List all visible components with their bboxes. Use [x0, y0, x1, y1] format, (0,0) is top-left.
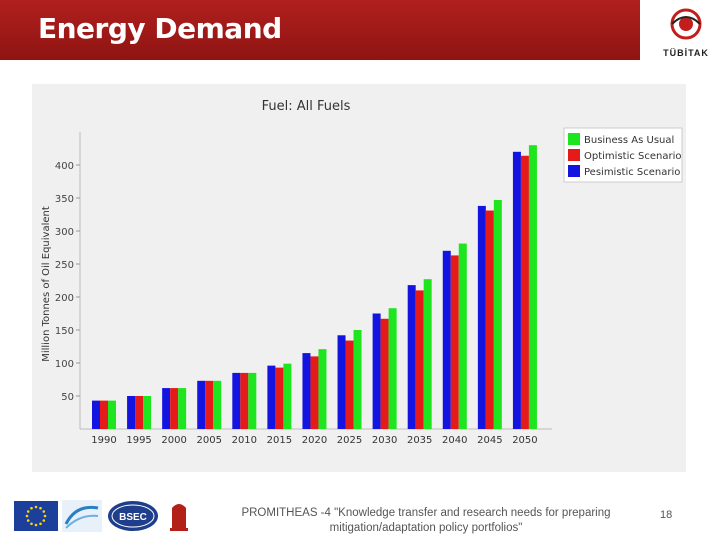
bar [407, 285, 416, 429]
eu-star-icon [30, 522, 33, 526]
eu-star-icon [34, 505, 38, 509]
bar [415, 290, 424, 429]
bar [127, 396, 136, 429]
bar [162, 388, 171, 429]
eu-star-icon [43, 514, 47, 518]
tubitak-logo-icon [670, 8, 702, 40]
y-tick-label: 200 [55, 293, 74, 304]
eu-star-icon [34, 523, 38, 527]
bar [135, 396, 144, 429]
footer-text: PROMITHEAS -4 "Knowledge transfer and re… [241, 507, 611, 534]
y-tick-label: 300 [55, 227, 74, 238]
bar [450, 255, 459, 429]
bar [485, 210, 494, 429]
fp7-logo-icon [62, 500, 102, 532]
bar [423, 279, 432, 429]
legend-label: Business As Usual [584, 135, 674, 146]
bar [248, 372, 257, 429]
eu-star-icon [26, 510, 30, 513]
y-tick-label: 150 [55, 326, 74, 337]
bar [143, 396, 152, 429]
x-tick-label: 2035 [407, 435, 432, 446]
tubitak-logo-text: TÜBİTAK [663, 48, 709, 58]
x-tick-label: 1995 [126, 435, 151, 446]
eu-star-icon [42, 510, 46, 513]
legend-label: Optimistic Scenario [584, 151, 682, 162]
x-tick-label: 2020 [302, 435, 327, 446]
x-tick-label: 2025 [337, 435, 362, 446]
bar [380, 318, 389, 429]
bar [442, 250, 451, 429]
bar [458, 243, 467, 429]
bar [178, 388, 187, 429]
bar [240, 372, 249, 429]
x-tick-label: 2040 [442, 435, 467, 446]
bsec-logo-text: BSEC [119, 512, 147, 523]
x-tick-label: 2030 [372, 435, 397, 446]
y-tick-label: 50 [61, 392, 74, 403]
bar [528, 145, 537, 429]
kepa-logo-icon [166, 498, 192, 534]
x-tick-label: 2000 [161, 435, 186, 446]
bar [213, 380, 222, 429]
x-tick-label: 2015 [267, 435, 292, 446]
page-number: 18 [660, 509, 673, 521]
eu-star-icon [26, 519, 30, 522]
bar [345, 340, 354, 429]
legend-label: Pesimistic Scenario [584, 167, 680, 178]
chart-title: Fuel: All Fuels [262, 99, 351, 114]
bar [512, 151, 521, 430]
y-tick-label: 400 [55, 161, 74, 172]
bar [108, 400, 116, 429]
bar [388, 308, 397, 429]
eu-star-icon [30, 506, 33, 510]
y-axis-label: Million Tonnes of Oil Equivalent [41, 206, 52, 362]
bsec-logo-icon: BSEC [108, 501, 158, 531]
bar [372, 313, 381, 429]
eu-star-icon [39, 506, 42, 510]
bar [310, 356, 319, 429]
slide-title: Energy Demand [38, 12, 282, 45]
y-tick-label: 100 [55, 359, 74, 370]
bar [100, 400, 108, 429]
eu-star-icon [39, 522, 42, 526]
legend-swatch [568, 133, 580, 145]
y-tick-label: 350 [55, 194, 74, 205]
bar [197, 380, 206, 429]
bar [205, 380, 214, 429]
eu-flag-logo-icon [14, 501, 58, 531]
legend-swatch [568, 165, 580, 177]
legend-box [563, 127, 683, 183]
y-tick-label: 250 [55, 260, 74, 271]
bar [493, 199, 502, 429]
x-tick-label: 2005 [197, 435, 222, 446]
x-tick-label: 2045 [477, 435, 502, 446]
bar [275, 367, 284, 429]
bar [267, 365, 276, 429]
x-tick-label: 1990 [91, 435, 116, 446]
eu-star-icon [42, 519, 46, 522]
x-tick-label: 2010 [232, 435, 257, 446]
bar [477, 205, 486, 429]
bar [520, 155, 529, 429]
bar [302, 353, 311, 429]
x-tick-label: 2050 [512, 435, 537, 446]
bar [283, 363, 292, 429]
bar [337, 335, 346, 429]
bar [353, 330, 362, 429]
bar [92, 400, 100, 429]
legend-swatch [568, 149, 580, 161]
bar-chart: Fuel: All Fuels Million Tonnes of Oil Eq… [41, 99, 683, 446]
bar [232, 372, 241, 429]
bar [170, 388, 179, 429]
title-bar [0, 0, 720, 60]
chart-area: Fuel: All Fuels Million Tonnes of Oil Eq… [32, 84, 686, 472]
eu-star-icon [25, 514, 29, 518]
bar [318, 349, 327, 429]
